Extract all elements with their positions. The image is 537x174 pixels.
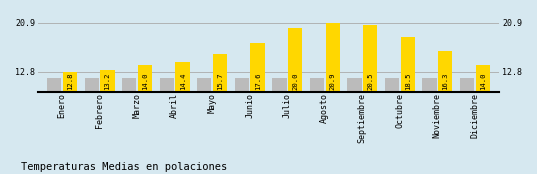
Bar (63, 72, 77, 149)
Text: 14.0: 14.0 (480, 73, 485, 90)
Bar (460, 78, 474, 149)
Bar (325, 23, 340, 149)
Text: 14.0: 14.0 (142, 73, 148, 90)
Text: 18.5: 18.5 (405, 73, 411, 90)
Text: 20.0: 20.0 (292, 73, 298, 90)
Text: 20.5: 20.5 (367, 73, 373, 90)
Bar (476, 65, 490, 149)
Bar (347, 78, 361, 149)
Bar (422, 78, 437, 149)
Text: 17.6: 17.6 (255, 73, 260, 90)
Bar (213, 54, 227, 149)
Bar (385, 78, 399, 149)
Bar (363, 25, 378, 149)
Bar (197, 78, 212, 149)
Bar (159, 78, 174, 149)
Bar (122, 78, 136, 149)
Text: 14.4: 14.4 (179, 73, 186, 90)
Text: 16.3: 16.3 (442, 73, 448, 90)
Bar (438, 51, 452, 149)
Bar (310, 78, 324, 149)
Text: 15.7: 15.7 (217, 73, 223, 90)
Bar (288, 28, 302, 149)
Bar (250, 43, 265, 149)
Bar (176, 62, 190, 149)
Bar (235, 78, 249, 149)
Bar (100, 70, 115, 149)
Bar (272, 78, 287, 149)
Text: Temperaturas Medias en polaciones: Temperaturas Medias en polaciones (21, 162, 228, 172)
Text: 20.9: 20.9 (330, 73, 336, 90)
Bar (47, 78, 61, 149)
Bar (85, 78, 99, 149)
Bar (401, 37, 415, 149)
Text: 13.2: 13.2 (105, 73, 111, 90)
Bar (138, 65, 152, 149)
Text: 12.8: 12.8 (67, 73, 73, 90)
